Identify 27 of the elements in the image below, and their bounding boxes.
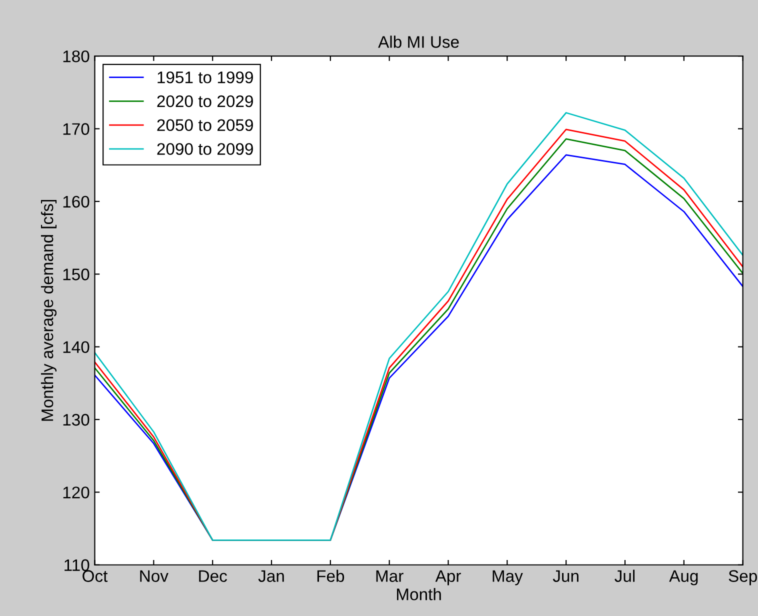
y-tick-label: 180: [63, 50, 90, 62]
chart-title: Alb MI Use: [378, 36, 459, 48]
legend-label: 1951 to 1999: [158, 71, 253, 84]
y-tick-label: 130: [63, 414, 90, 426]
legend-label: 2050 to 2059: [157, 119, 253, 132]
x-tick-label: Aug: [669, 570, 698, 586]
x-tick-label: May: [492, 570, 523, 586]
y-tick-label: 150: [63, 268, 90, 280]
y-tick-label: 140: [63, 341, 90, 354]
x-tick-label: Jun: [552, 570, 578, 582]
y-tick-label: 160: [63, 196, 90, 208]
y-tick-label: 110: [64, 559, 90, 572]
x-tick-label: Feb: [317, 570, 344, 582]
x-tick-label: Jan: [258, 570, 284, 582]
x-tick-label: Mar: [376, 570, 404, 582]
x-tick-label: Oct: [82, 570, 108, 582]
x-tick-label: Nov: [140, 570, 168, 582]
y-axis-title: Monthly average demand [cfs]: [40, 200, 57, 421]
x-tick-label: Apr: [435, 570, 461, 586]
y-tick-label: 170: [63, 123, 90, 135]
x-tick-label: Sep: [728, 570, 757, 586]
legend-label: 2020 to 2029: [157, 95, 253, 108]
x-axis-title: Month: [397, 588, 441, 600]
y-tick-label: 120: [63, 486, 90, 498]
x-tick-label: Jul: [614, 570, 635, 582]
legend-label: 2090 to 2099: [157, 143, 253, 155]
x-tick-label: Dec: [199, 570, 227, 582]
